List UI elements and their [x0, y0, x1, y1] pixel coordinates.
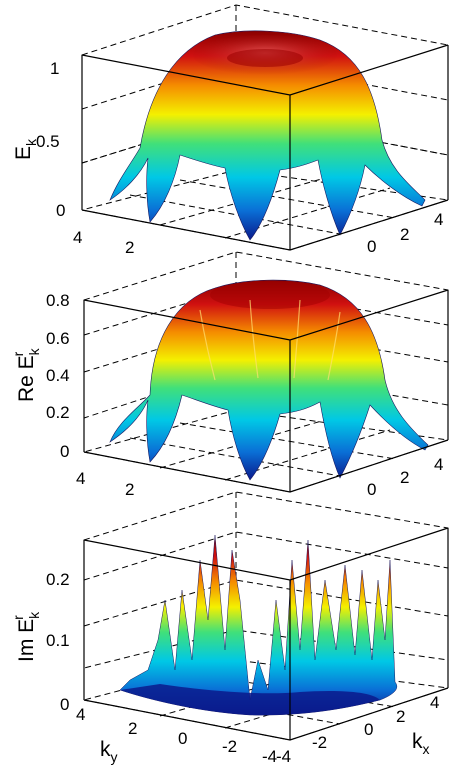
kx-tick: 0 [364, 720, 373, 739]
ky-tick: 2 [125, 238, 134, 257]
z-tick: 0.8 [46, 291, 70, 310]
panel-im-surface [119, 534, 398, 716]
ky-tick: 4 [73, 228, 82, 247]
kx-tick: 2 [396, 707, 405, 726]
kx-tick: 4 [434, 455, 443, 474]
panel-ek-surface [109, 30, 426, 241]
panel-im: 0.2 0.1 0 Im Ekr 4 2 0 -2 -4 -4 -2 0 2 4… [10, 491, 449, 766]
kx-tick: 2 [400, 225, 409, 244]
ky-tick: 2 [128, 719, 137, 738]
ky-tick: 0 [178, 729, 187, 748]
kx-tick: 4 [430, 693, 439, 712]
z-tick: 0.4 [46, 366, 70, 385]
panel-im-zlabel: Im Ekr [10, 611, 42, 662]
ky-tick: -4 [276, 747, 291, 766]
z-tick: 1 [50, 59, 59, 78]
kx-tick: 0 [367, 237, 376, 256]
svg-text:Re Ekr: Re Ekr [10, 347, 42, 402]
z-tick: 0.2 [46, 403, 70, 422]
kx-tick: -2 [312, 733, 327, 752]
panel-re-surface [109, 279, 429, 481]
panel-im-z-ticks: 0.2 0.1 0 [46, 570, 70, 714]
ky-tick: 2 [125, 480, 134, 499]
z-tick: 0 [60, 695, 69, 714]
ky-tick: 4 [76, 705, 85, 724]
z-tick: 0.1 [46, 631, 70, 650]
kx-tick: 4 [434, 210, 443, 229]
svg-text:Im Ekr: Im Ekr [10, 611, 42, 662]
panel-ek-zlabel: Ek [12, 138, 39, 160]
z-tick: 0 [56, 201, 65, 220]
panel-re-zlabel: Re Ekr [10, 347, 42, 402]
ky-tick: 4 [76, 469, 85, 488]
z-tick: 0.6 [46, 329, 70, 348]
kx-tick: 2 [400, 468, 409, 487]
kx-tick: 0 [367, 480, 376, 499]
panel-re: 0.8 0.6 0.4 0.2 0 Re Ekr 4 2 0 2 4 [10, 251, 449, 499]
ky-axis-label: ky [100, 738, 118, 765]
panel-re-z-ticks: 0.8 0.6 0.4 0.2 0 [46, 291, 70, 461]
panel-ek: 1 0.5 0 Ek 4 2 0 2 4 [12, 4, 449, 257]
ky-tick: -2 [222, 737, 237, 756]
z-tick: 0.2 [46, 570, 70, 589]
svg-text:Ek: Ek [12, 138, 39, 160]
panel-ek-z-ticks: 1 0.5 0 [36, 59, 65, 220]
kx-axis-label: kx [412, 730, 430, 757]
z-tick: 0 [60, 442, 69, 461]
z-tick: 0.5 [36, 132, 60, 151]
kx-tick: -4 [262, 747, 277, 766]
